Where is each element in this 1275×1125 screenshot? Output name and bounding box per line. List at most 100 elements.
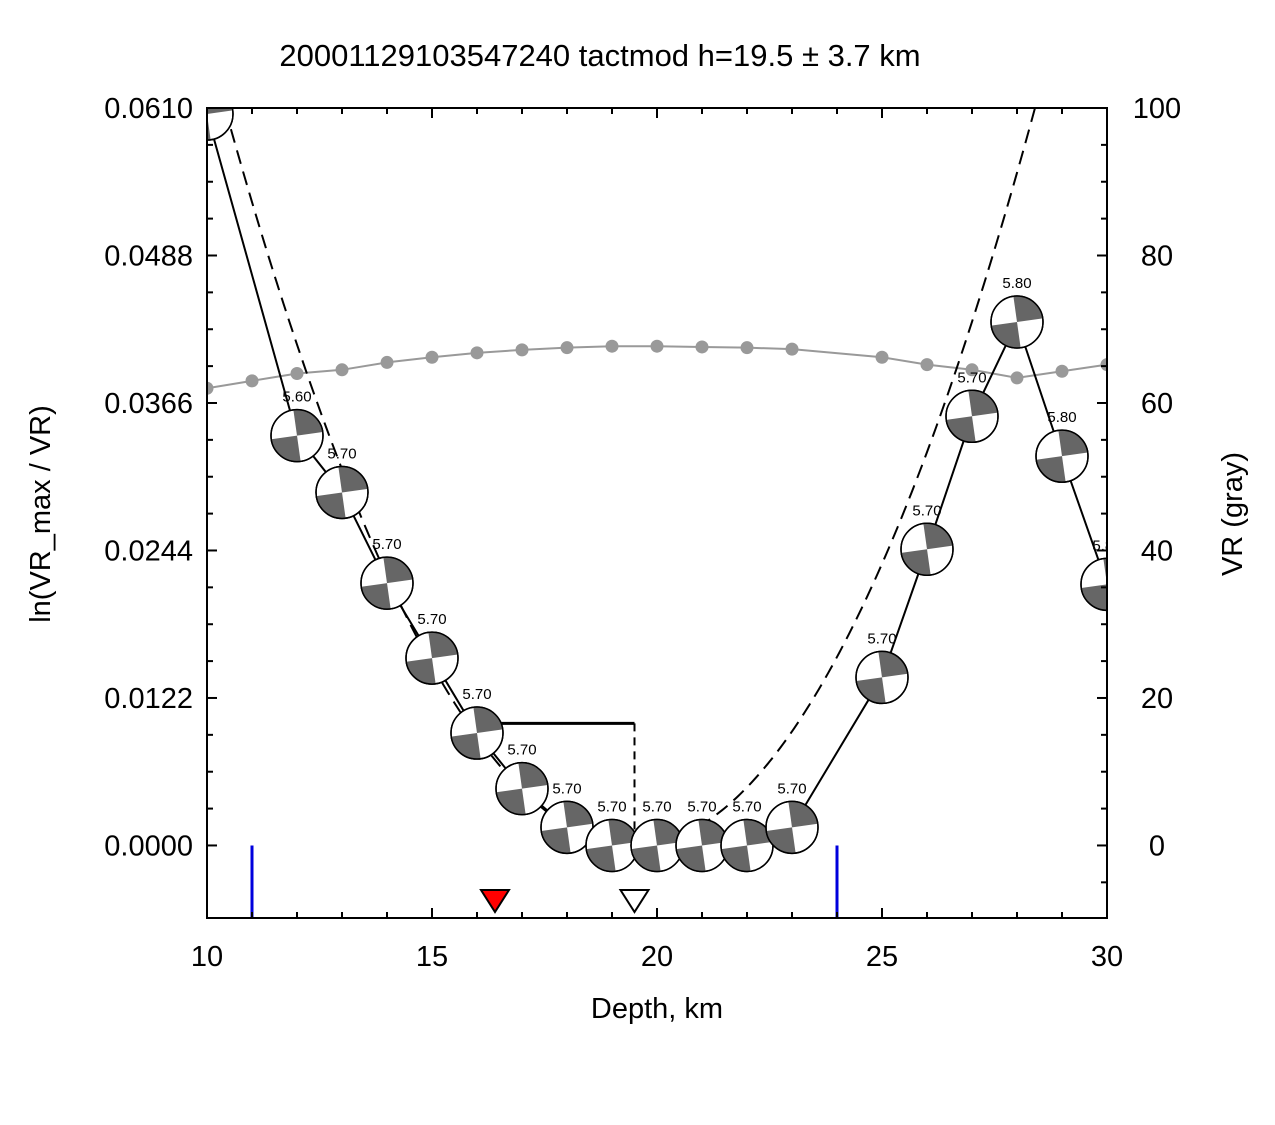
beachball <box>990 295 1044 349</box>
beachball-quadrant <box>676 845 706 872</box>
beachball-quadrant <box>338 466 368 493</box>
beachball-quadrant <box>586 845 616 872</box>
beachball-quadrant <box>901 549 931 576</box>
beachball-rim <box>900 522 954 577</box>
y-right-tick-label: 80 <box>1141 240 1173 272</box>
beachball-quadrant <box>383 557 413 584</box>
beachball-rim <box>360 556 414 610</box>
beachball <box>495 761 549 816</box>
beachball-quadrant <box>721 845 751 872</box>
vr-point <box>695 340 709 354</box>
beachball-quadrant <box>1013 295 1043 322</box>
beachball-rim <box>1035 429 1089 483</box>
beachball-quadrant <box>451 733 481 760</box>
beachball-quadrant <box>563 801 593 828</box>
beachball-quadrant <box>1036 456 1066 483</box>
beachball-quadrant <box>946 416 976 443</box>
beachball-quadrant <box>878 651 908 678</box>
beachball <box>945 389 999 444</box>
beachball-quadrant <box>653 819 683 846</box>
vr-point <box>740 341 754 355</box>
beachball <box>540 800 594 855</box>
chart-title: 20001129103547240 tactmod h=19.5 ± 3.7 k… <box>279 38 920 73</box>
beachball-quadrant <box>428 632 458 659</box>
beachball-quadrant <box>743 819 773 846</box>
beachball-quadrant <box>496 788 526 815</box>
vr-point <box>785 342 799 356</box>
beachball-rim <box>495 761 549 816</box>
x-axis-label: Depth, km <box>591 993 723 1025</box>
vr-point <box>335 363 349 377</box>
magnitude-label: 5.80 <box>1047 409 1076 426</box>
y-right-tick-label: 40 <box>1141 535 1173 567</box>
magnitude-label: 5.70 <box>777 780 806 797</box>
vr-point <box>1100 358 1107 372</box>
vr-series-line <box>207 345 1107 390</box>
vr-point <box>380 355 394 369</box>
magnitude-label: 5.70 <box>687 798 716 815</box>
x-tick-label: 15 <box>416 941 448 973</box>
beachball-quadrant <box>518 762 548 789</box>
vr-point <box>470 346 484 360</box>
filled-depth-marker <box>479 889 511 914</box>
x-tick-label: 20 <box>641 941 673 973</box>
magnitude-label: 5.60 <box>282 389 311 406</box>
beachball-quadrant <box>991 321 1021 348</box>
magnitude-label: 5.80 <box>1002 275 1031 292</box>
beachball-quadrant <box>406 658 436 685</box>
beachball-quadrant <box>293 409 323 436</box>
beachball-rim <box>207 108 234 141</box>
vr-point <box>515 343 529 357</box>
magnitude-label: 5.70 <box>597 798 626 815</box>
beachball <box>450 706 504 760</box>
beachball-quadrant <box>608 819 638 846</box>
magnitude-label: 5.70 <box>912 502 941 519</box>
vr-point <box>245 374 259 388</box>
beachball-rim <box>405 631 459 685</box>
vr-point <box>875 350 889 364</box>
magnitude-label: 5.70 <box>552 780 581 797</box>
beachball-quadrant <box>1081 584 1107 611</box>
fit-curve <box>224 108 1036 847</box>
beachball-rim <box>450 706 504 760</box>
beachball-rim <box>945 389 999 444</box>
y-left-tick-label: 0.0244 <box>104 535 193 567</box>
beachball <box>630 818 684 873</box>
magnitude-label: 5.70 <box>417 611 446 628</box>
beachball-quadrant <box>271 435 301 462</box>
beachball <box>315 465 369 520</box>
beachball <box>765 800 819 855</box>
magnitude-label: 5.70 <box>867 630 896 647</box>
beachball-rim <box>855 650 909 705</box>
vr-point <box>1055 364 1069 378</box>
vr-point <box>965 363 979 377</box>
vr-point <box>920 358 934 372</box>
beachball <box>270 408 324 463</box>
y-left-tick-label: 0.0366 <box>104 388 193 420</box>
vr-point <box>290 366 304 380</box>
beachball <box>405 631 459 685</box>
magnitude-label: 5.70 <box>462 686 491 703</box>
axes: 10 15 20 25 30 0.0000 0.0122 0.0244 0.0366 0.0488… <box>104 93 1181 973</box>
beachball-quadrant <box>541 827 571 854</box>
x-tick-label: 25 <box>866 941 898 973</box>
vr-point <box>605 339 619 353</box>
beachball <box>1080 557 1107 612</box>
vr-point <box>425 350 439 364</box>
beachball <box>900 522 954 577</box>
beachball-quadrant <box>207 108 233 115</box>
beachball-rim <box>315 465 369 520</box>
beachball-rim <box>1080 557 1107 612</box>
beachball-rim <box>765 800 819 855</box>
beachball <box>720 818 774 873</box>
y-left-tick-label: 0.0000 <box>104 830 193 862</box>
beachball-quadrant <box>316 492 346 519</box>
beachball-quadrant <box>923 523 953 550</box>
magnitude-label: 5.70 <box>507 742 536 759</box>
plot-area: 5.60 5.70 5.70 5.70 5.70 5.70 5.70 5.70 5.70 5.70… <box>207 108 1107 918</box>
beachball <box>360 556 414 610</box>
beachball <box>855 650 909 705</box>
y-right-tick-label: 100 <box>1133 93 1181 125</box>
magnitude-label: 5.70 <box>732 798 761 815</box>
beachball-quadrant <box>473 707 503 734</box>
